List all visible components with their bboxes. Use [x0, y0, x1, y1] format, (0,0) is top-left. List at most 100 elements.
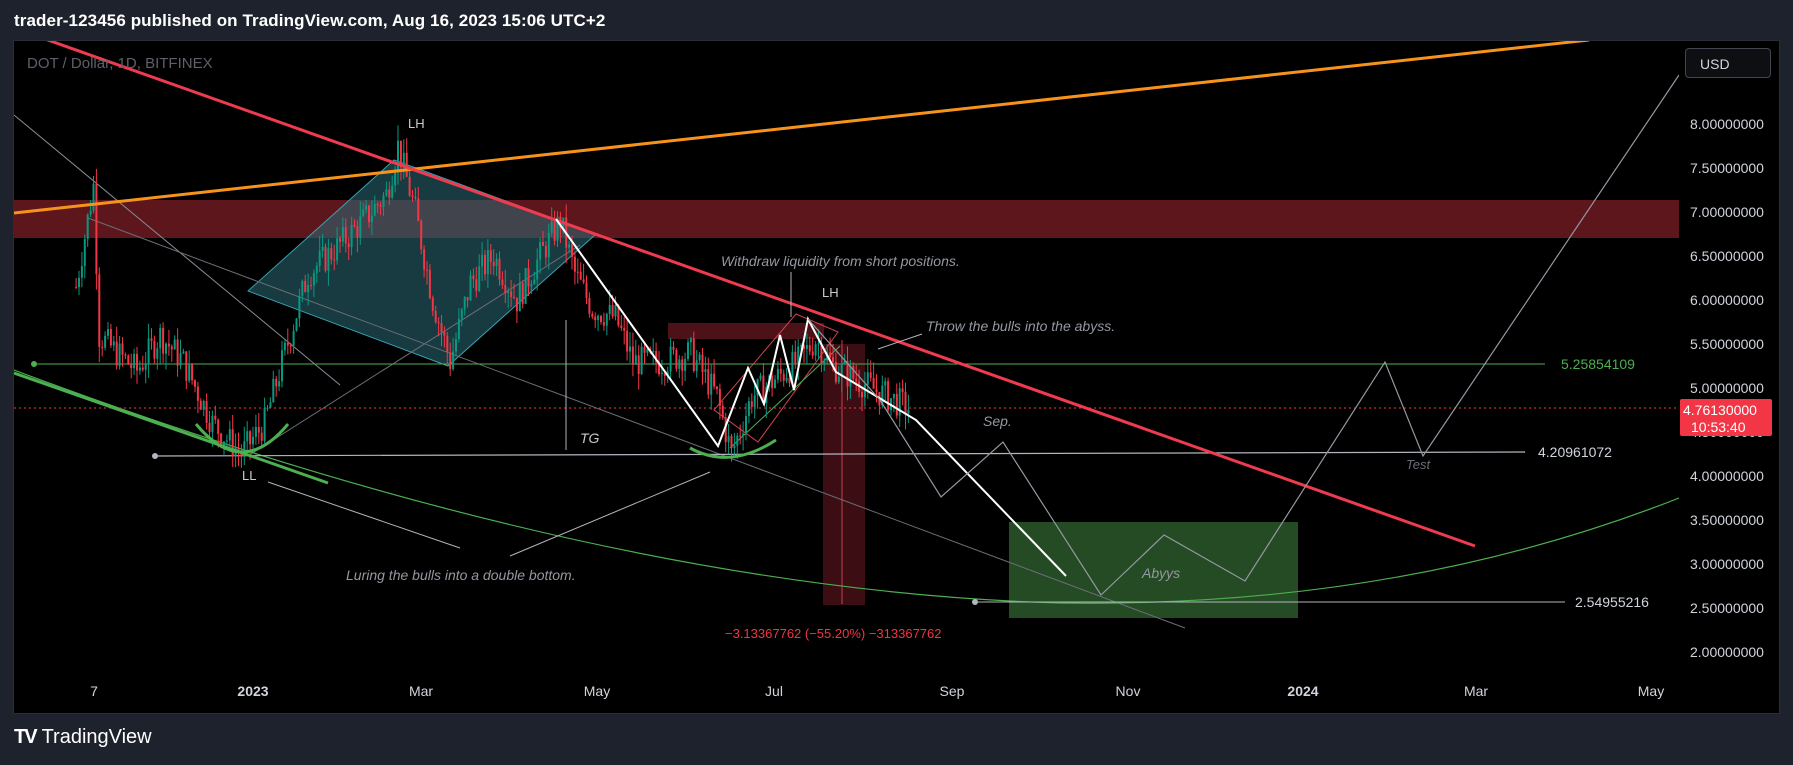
candle-body [440, 323, 443, 333]
candle-body [394, 170, 397, 186]
candle-body [643, 346, 646, 353]
measure-top-zone[interactable] [668, 323, 824, 339]
candle-body [863, 384, 866, 398]
candle-body [707, 369, 710, 395]
candle-body [339, 238, 341, 242]
candle-body [472, 275, 475, 280]
candle-body [176, 339, 179, 366]
candle-body [666, 371, 669, 377]
current-price-tag[interactable] [1680, 399, 1772, 436]
candle-body [159, 327, 162, 349]
candle-body [681, 359, 684, 371]
candle-body [104, 335, 107, 348]
level-label-3: 2.54955216 [1575, 594, 1649, 610]
candle-body [620, 325, 623, 329]
candle-body [614, 304, 617, 317]
candle-body [774, 379, 776, 388]
candle-body [399, 140, 402, 168]
candle-body [199, 400, 202, 410]
candle-body [252, 436, 254, 445]
candle-body [217, 419, 220, 434]
candle-body [141, 367, 144, 370]
candle-body [820, 343, 823, 364]
measure-zone[interactable] [823, 344, 865, 605]
candle-body [486, 250, 489, 275]
candle-body [324, 246, 327, 271]
candle-body [243, 441, 246, 457]
candle-body [895, 393, 898, 416]
candle-body [231, 429, 234, 457]
resistance-zone[interactable] [14, 200, 1679, 238]
candle-body [446, 335, 449, 353]
candle-body [907, 409, 910, 414]
candle-body [170, 346, 173, 350]
countdown-value: 10:53:40 [1691, 419, 1746, 435]
x-tick-label: 2024 [1287, 683, 1318, 699]
candle-body [634, 355, 637, 365]
candle-body [136, 353, 138, 371]
annotation-lh-2: LH [822, 285, 839, 300]
x-tick-label: 7 [90, 683, 98, 699]
consolidation-wedge[interactable] [247, 159, 597, 367]
y-tick-label: 5.50000000 [1690, 336, 1764, 352]
footer-brand: TV TradingView [14, 726, 152, 749]
candle-body [510, 291, 513, 298]
orange-trendline[interactable] [14, 40, 1590, 215]
candle-body [89, 210, 92, 215]
candle-body [147, 338, 150, 365]
time-axis[interactable]: 7 2023 Mar May Jul Sep Nov 2024 Mar May [90, 683, 1664, 699]
candle-body [292, 330, 295, 346]
candle-body [539, 242, 542, 260]
candle-body [861, 391, 863, 398]
candle-body [408, 176, 411, 196]
candle-body [805, 345, 808, 349]
candle-body [310, 285, 312, 287]
candle-body [469, 275, 472, 301]
candle-body [362, 209, 365, 216]
candle-body [875, 388, 878, 392]
candle-body [530, 284, 533, 287]
candle-body [733, 445, 736, 449]
candle-body [829, 352, 832, 358]
candle-body [742, 433, 745, 436]
candle-body [133, 353, 136, 369]
guide-line-2 [87, 217, 1186, 629]
candle-body [414, 196, 417, 199]
candle-body [504, 285, 507, 294]
candle-body [240, 452, 243, 457]
candle-body [281, 350, 283, 382]
candle-body [568, 244, 571, 248]
candle-body [205, 400, 208, 423]
candle-body [855, 378, 858, 382]
candle-body [785, 377, 788, 381]
bearish-projection-white [555, 218, 1067, 577]
green-support-line[interactable] [14, 371, 329, 485]
candle-body [185, 351, 188, 381]
price-axis[interactable]: 8.00000000 7.50000000 7.00000000 6.50000000… [1690, 116, 1764, 660]
candle-body [370, 215, 373, 223]
candle-body [112, 341, 115, 346]
level-line-2-anchor [152, 453, 158, 459]
red-resistance-trendline[interactable] [14, 28, 1476, 548]
candle-body [892, 393, 895, 399]
candle-body [437, 322, 440, 324]
candle-body [350, 225, 353, 248]
candle-body [571, 244, 573, 257]
candle-body [646, 348, 649, 353]
candle-body [573, 256, 576, 272]
candle-body [344, 227, 347, 244]
candle-body [669, 346, 672, 372]
candle-body [713, 373, 716, 387]
candle-body [327, 248, 330, 271]
candle-body [228, 429, 231, 441]
candle-body [211, 415, 214, 433]
candle-body [423, 249, 426, 270]
candle-body [188, 363, 191, 381]
candle-body [405, 152, 408, 177]
annotation-sep: Sep. [983, 413, 1012, 429]
currency-button[interactable]: USD [1685, 48, 1771, 78]
candle-body [78, 277, 80, 288]
y-tick-label: 3.50000000 [1690, 512, 1764, 528]
candle-body [301, 281, 304, 296]
